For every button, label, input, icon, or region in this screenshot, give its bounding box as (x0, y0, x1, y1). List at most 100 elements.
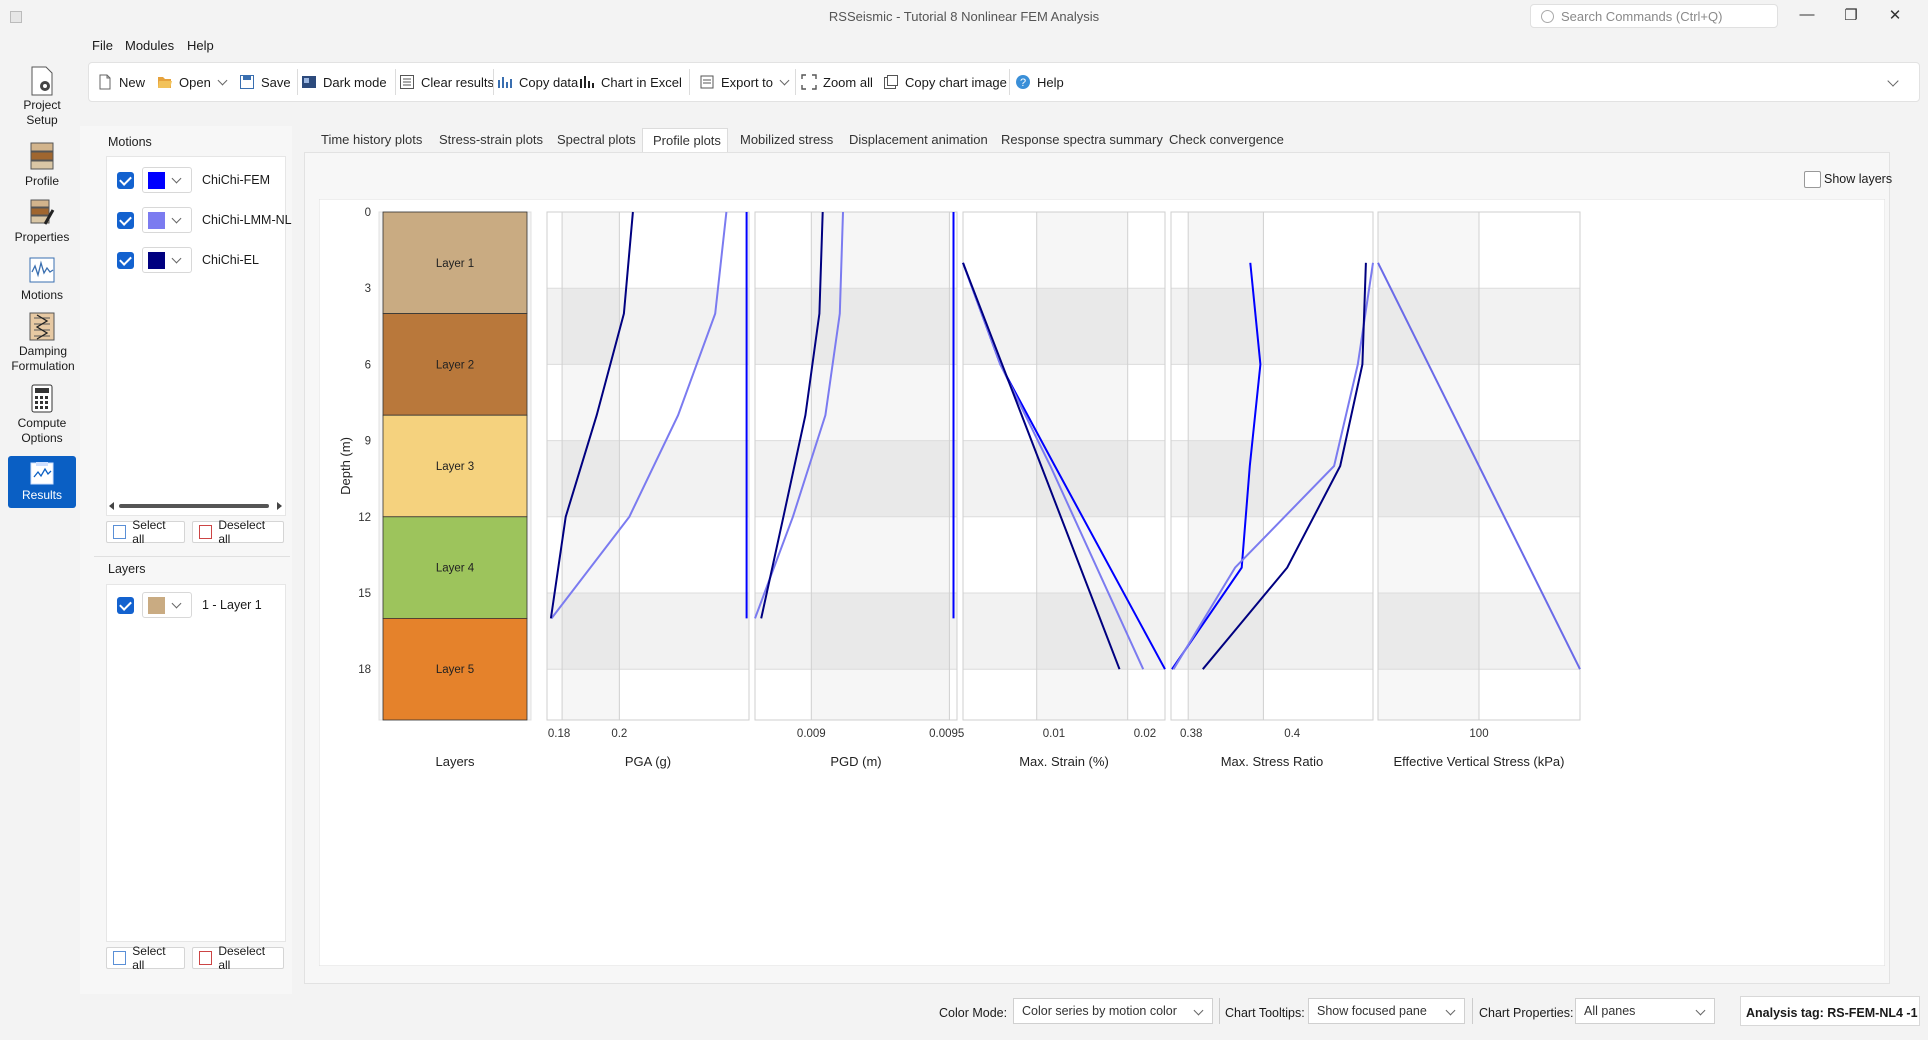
depth-band (755, 593, 957, 670)
y-axis-label: Depth (m) (338, 437, 353, 495)
profile-chart[interactable]: Depth (m) 0 3 6 9 12 15 18 Layer 1 Layer 2 Layer 3… (319, 199, 1885, 966)
menu-modules[interactable]: Modules (125, 38, 175, 53)
save-button[interactable]: Save (239, 63, 291, 101)
close-button[interactable]: ✕ (1888, 7, 1902, 24)
pane-border (546, 211, 750, 721)
chevron-down-icon (171, 173, 182, 183)
copy-image-icon (883, 74, 899, 90)
analysis-tag: Analysis tag: RS-FEM-NL4 -1 (1746, 1006, 1918, 1020)
nav-profile[interactable]: Profile (8, 142, 76, 192)
open-label: Open (179, 74, 211, 90)
nav-results[interactable]: Results (8, 456, 76, 508)
soil-layer (382, 617, 528, 721)
search-commands-input[interactable]: Search Commands (Ctrl+Q) (1530, 4, 1778, 28)
series-line (549, 211, 634, 619)
soil-layer-label: Layer 2 (436, 359, 474, 371)
select-all-icon (113, 951, 127, 965)
nav-damping-formulation[interactable]: Damping Formulation (8, 312, 76, 376)
layers-select-all-button[interactable]: Select all (106, 944, 185, 972)
layer-checkbox[interactable] (117, 596, 134, 614)
motion-color-picker[interactable] (142, 207, 192, 233)
x-axis-label: PGD (m) (830, 754, 881, 769)
minimize-button[interactable]: — (1799, 6, 1815, 23)
status-divider (1219, 998, 1220, 1024)
restore-button[interactable]: ❐ (1844, 7, 1858, 24)
scroll-left-arrow-icon[interactable] (109, 502, 114, 510)
properties-icon (29, 198, 55, 228)
show-layers-checkbox[interactable] (1804, 171, 1821, 188)
nav-compute-options[interactable]: Compute Options (8, 384, 76, 448)
tab-spectral-plots[interactable]: Spectral plots (557, 132, 636, 147)
motion-checkbox[interactable] (117, 211, 134, 229)
pane-border (754, 211, 958, 721)
clear-results-button[interactable]: Clear results (399, 63, 494, 101)
dark-mode-button[interactable]: Dark mode (301, 63, 387, 101)
tab-response-spectra-summary[interactable]: Response spectra summary (1001, 132, 1163, 147)
depth-band (547, 288, 749, 365)
color-mode-select[interactable]: Color series by motion color (1013, 998, 1213, 1024)
soil-layer-label: Layer 3 (436, 461, 474, 473)
motion-item[interactable]: ChiChi-LMM-NL (117, 200, 292, 240)
soil-layer-label: Layer 1 (436, 258, 474, 270)
x-tick-label: 0.02 (1134, 728, 1156, 740)
toolbar-divider (297, 69, 298, 95)
depth-band (1171, 288, 1373, 365)
search-placeholder: Search Commands (Ctrl+Q) (1561, 9, 1723, 24)
chevron-down-icon (171, 213, 182, 223)
tab-mobilized-stress[interactable]: Mobilized stress (740, 132, 834, 147)
save-icon (239, 74, 255, 90)
motion-item[interactable]: ChiChi-EL (117, 240, 259, 280)
motion-checkbox[interactable] (117, 171, 134, 189)
chart-tooltips-select[interactable]: Show focused pane (1308, 998, 1465, 1024)
menu-help[interactable]: Help (187, 38, 214, 53)
tab-stress-strain-plots[interactable]: Stress-strain plots (439, 132, 544, 147)
motion-color-picker[interactable] (142, 247, 192, 273)
chevron-down-icon (171, 253, 182, 263)
chevron-down-icon (171, 598, 182, 608)
motions-select-all-button[interactable]: Select all (106, 518, 185, 546)
help-button[interactable]: ? Help (1015, 63, 1064, 101)
zoom-all-button[interactable]: Zoom all (801, 63, 873, 101)
zoom-all-label: Zoom all (823, 74, 873, 90)
copy-chart-image-label: Copy chart image (905, 74, 1007, 90)
export-to-button[interactable]: Export to (699, 63, 790, 101)
dark-mode-icon (301, 74, 317, 90)
motion-item[interactable]: ChiChi-FEM (117, 160, 270, 200)
tab-check-convergence[interactable]: Check convergence (1169, 132, 1284, 147)
scrollbar-thumb[interactable] (119, 504, 269, 508)
motion-color-picker[interactable] (142, 167, 192, 193)
menu-file[interactable]: File (92, 38, 113, 53)
copy-data-button[interactable]: Copy data (497, 63, 578, 101)
new-button[interactable]: New (97, 63, 145, 101)
pane-border (1170, 211, 1374, 721)
tab-displacement-animation[interactable]: Displacement animation (849, 132, 988, 147)
open-button[interactable]: Open (157, 63, 228, 101)
pane-border (962, 211, 1166, 721)
chart-properties-select[interactable]: All panes (1575, 998, 1715, 1024)
chart-in-excel-button[interactable]: Chart in Excel (579, 63, 682, 101)
soil-layer (382, 516, 528, 619)
tab-time-history-plots[interactable]: Time history plots (321, 132, 423, 147)
chevron-down-icon[interactable] (217, 75, 228, 85)
layer-color-picker[interactable] (142, 592, 192, 618)
nav-project-setup[interactable]: Project Setup (8, 66, 76, 130)
tab-profile-plots[interactable]: Profile plots (642, 128, 728, 152)
color-swatch (148, 171, 165, 189)
chevron-down-icon (1445, 1005, 1456, 1016)
horizontal-scrollbar[interactable] (109, 501, 282, 511)
copy-chart-image-button[interactable]: Copy chart image (883, 63, 1007, 101)
layer-item[interactable]: 1 - Layer 1 (117, 585, 262, 625)
toolbar-expand-chevron-icon[interactable] (1887, 75, 1899, 87)
nav-motions[interactable]: Motions (8, 256, 76, 306)
layers-deselect-all-button[interactable]: Deselect all (192, 944, 284, 972)
motions-deselect-all-button[interactable]: Deselect all (192, 518, 284, 546)
layers-x-label: Layers (435, 754, 475, 769)
svg-text:?: ? (1020, 77, 1026, 89)
scroll-right-arrow-icon[interactable] (277, 502, 282, 510)
soil-layer (382, 414, 528, 518)
help-label: Help (1037, 74, 1064, 90)
title-bar: RSSeismic - Tutorial 8 Nonlinear FEM Ana… (0, 0, 1928, 34)
motion-checkbox[interactable] (117, 251, 134, 269)
chevron-down-icon[interactable] (779, 75, 790, 85)
nav-properties[interactable]: Properties (8, 198, 76, 248)
